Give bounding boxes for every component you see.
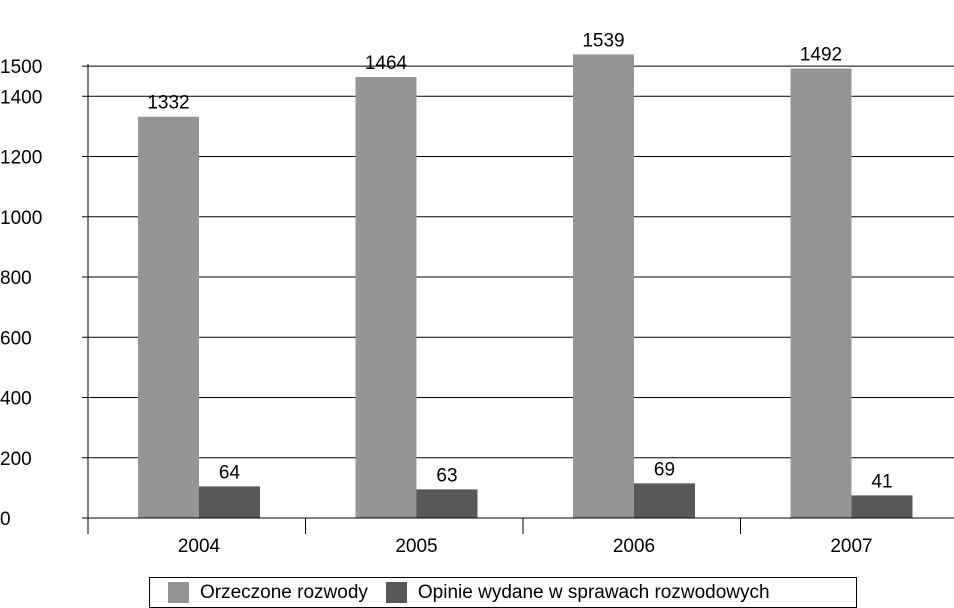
legend: Orzeczone rozwody Opinie wydane w sprawa…	[149, 577, 857, 608]
bar-2007-series-0	[790, 68, 852, 518]
x-tick-label-2005: 2005	[395, 536, 437, 557]
y-tick-label-200: 200	[0, 449, 32, 470]
data-label-2004-series-1: 64	[219, 462, 241, 483]
y-tick-label-600: 600	[0, 328, 32, 349]
y-tick-label-1000: 1000	[0, 208, 42, 229]
bars	[138, 54, 913, 519]
y-tick-label-0: 0	[0, 509, 11, 530]
legend-label-opinie: Opinie wydane w sprawach rozwodowych	[417, 581, 770, 603]
bar-2006-series-0	[573, 54, 634, 518]
y-tick-label-1400: 1400	[0, 87, 42, 108]
data-label-2004-series-0: 1332	[147, 93, 189, 114]
legend-item-opinie: Opinie wydane w sprawach rozwodowych	[385, 581, 770, 604]
bar-2005-series-0	[355, 76, 417, 518]
bar-2006-series-1	[634, 483, 695, 518]
x-tick-label-2004: 2004	[178, 536, 221, 557]
legend-label-orzeczone: Orzeczone rozwody	[200, 581, 368, 603]
legend-swatch-opinie	[385, 582, 407, 603]
y-tick-label-1200: 1200	[0, 148, 42, 169]
bar-2007-series-1	[851, 495, 913, 518]
bar-2005-series-1	[416, 489, 478, 518]
legend-item-orzeczone: Orzeczone rozwody	[168, 582, 368, 604]
data-label-2006-series-0: 1539	[582, 30, 624, 51]
y-axis-labels: 0 200 400 600 800 1000 1200 1400 1500	[0, 57, 42, 530]
y-tick-label-1500: 1500	[0, 57, 42, 78]
bar-2004-series-0	[138, 116, 199, 519]
data-labels: 1332 64 1464 63 1539 69 1492 41	[147, 30, 892, 492]
data-label-2006-series-1: 69	[654, 459, 675, 480]
x-tick-label-2006: 2006	[613, 536, 655, 557]
x-axis	[87, 64, 954, 534]
bar-chart: 0 200 400 600 800 1000 1200 1400 1500 1332 64 1464…	[0, 30, 954, 557]
bar-2004-series-1	[199, 486, 260, 518]
x-axis-labels: 2004 2005 2006 2007	[178, 536, 873, 557]
data-label-2005-series-1: 63	[436, 465, 457, 486]
y-tick-label-800: 800	[0, 268, 32, 289]
data-label-2007-series-0: 1492	[800, 45, 842, 66]
x-tick-label-2007: 2007	[830, 536, 872, 557]
data-label-2005-series-0: 1464	[365, 53, 408, 74]
data-label-2007-series-1: 41	[871, 471, 892, 492]
y-tick-label-400: 400	[0, 389, 32, 410]
legend-swatch-orzeczone	[168, 582, 189, 603]
